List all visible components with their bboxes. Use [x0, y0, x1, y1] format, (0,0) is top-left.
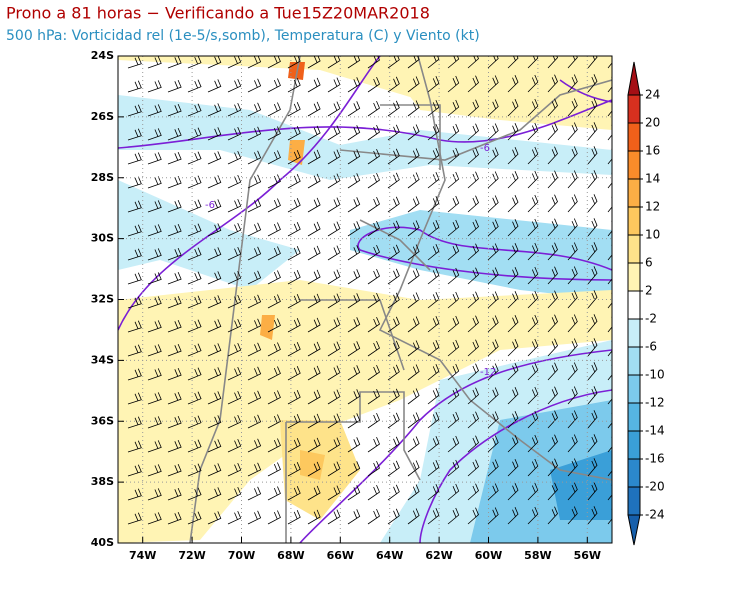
colorbar-box [627, 458, 641, 488]
lon-label: 68W [277, 549, 304, 562]
colorbar-label: -6 [645, 340, 657, 354]
contour-label: -6 [480, 143, 490, 154]
map-grid: 24S 26S 28S 30S 32S 34S 36S 38S 40S 74W 72W 70W 68W 6… [91, 49, 612, 562]
lat-label: 36S [91, 414, 114, 427]
colorbar-end [627, 514, 641, 546]
title: Prono a 81 horas − Verificando a Tue15Z2… [6, 4, 430, 23]
colorbar-box [627, 402, 641, 432]
map-frame [117, 55, 613, 544]
lon-label: 62W [425, 549, 452, 562]
colorbar-box [627, 262, 641, 292]
colorbar-label: 2 [645, 284, 653, 298]
colorbar-box [627, 178, 641, 208]
lon-label: 74W [129, 549, 156, 562]
contour-label: -6 [205, 200, 215, 211]
colorbar-label: -16 [645, 452, 665, 466]
colorbar-label: 12 [645, 200, 660, 214]
colorbar-label: 14 [645, 172, 660, 186]
map-field [118, 56, 612, 543]
colorbar-box [627, 346, 641, 376]
lon-label: 56W [574, 549, 601, 562]
colorbar-box [627, 318, 641, 348]
colorbar-label: 24 [645, 88, 660, 102]
colorbar-label: -12 [645, 396, 665, 410]
lon-label: 64W [376, 549, 403, 562]
colorbar-label: 16 [645, 144, 660, 158]
lat-label: 28S [91, 171, 114, 184]
colorbar-box [627, 94, 641, 124]
colorbar-label: -14 [645, 424, 665, 438]
colorbar-label: 20 [645, 116, 660, 130]
colorbar-label: -20 [645, 480, 665, 494]
colorbar-end [627, 61, 641, 96]
lat-label: 32S [91, 293, 114, 306]
colorbar-box [627, 150, 641, 180]
colorbar-label: 6 [645, 256, 653, 270]
lon-label: 70W [228, 549, 255, 562]
colorbar-label: 10 [645, 228, 660, 242]
lat-label: 30S [91, 232, 114, 245]
colorbar-label: -24 [645, 508, 665, 522]
lon-label: 66W [327, 549, 354, 562]
colorbar-box [627, 206, 641, 236]
colorbar-label: -2 [645, 312, 657, 326]
colorbar-label: -10 [645, 368, 665, 382]
colorbar-box [627, 290, 641, 320]
colorbar-box [627, 234, 641, 264]
lat-label: 24S [91, 49, 114, 62]
colorbar-box [627, 374, 641, 404]
colorbar-box [627, 486, 641, 516]
colorbar-box [627, 430, 641, 460]
subtitle: 500 hPa: Vorticidad rel (1e-5/s,somb), T… [6, 28, 480, 44]
lat-label: 26S [91, 110, 114, 123]
barb-set [127, 56, 612, 525]
colorbar-box [627, 122, 641, 152]
colorbar: 24 20 16 14 12 10 6 2 -2 -6 -10 -12 -14 -16 -20 -24 [627, 61, 665, 546]
contour-label: -12 [480, 367, 496, 378]
lat-label: 40S [91, 536, 114, 549]
lon-label: 60W [475, 549, 502, 562]
lon-label: 58W [524, 549, 551, 562]
lat-label: 38S [91, 475, 114, 488]
lon-label: 72W [178, 549, 205, 562]
lat-label: 34S [91, 353, 114, 366]
wind-barbs [127, 56, 612, 525]
